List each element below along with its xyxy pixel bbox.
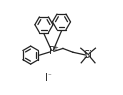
- Text: I: I: [45, 73, 48, 83]
- Text: +: +: [53, 45, 59, 51]
- Text: ⁻: ⁻: [48, 74, 51, 80]
- Text: P: P: [49, 46, 55, 56]
- Text: Si: Si: [84, 50, 92, 60]
